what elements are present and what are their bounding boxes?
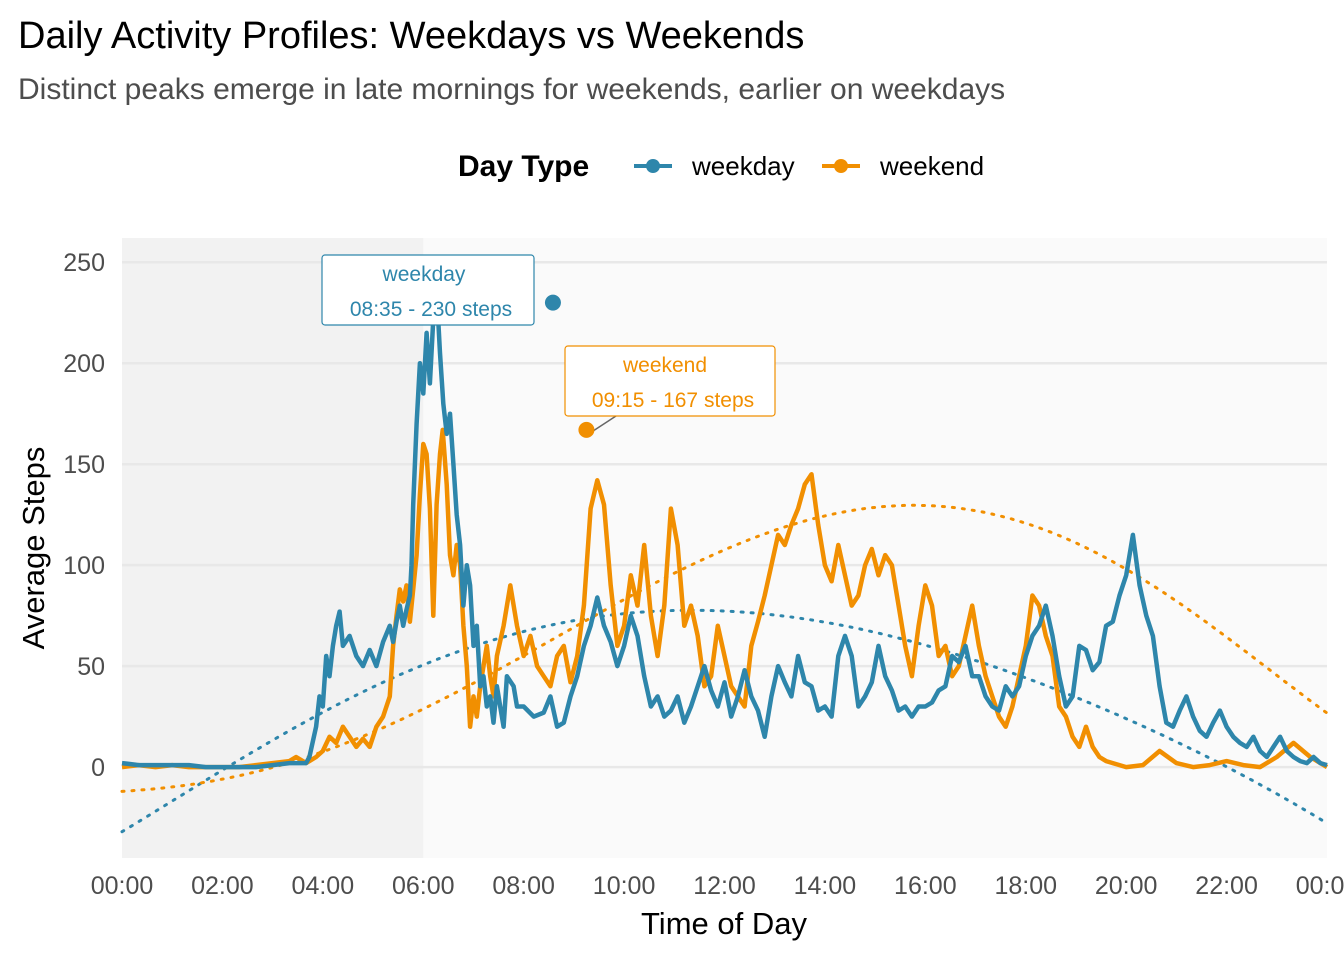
legend-label-weekday: weekday: [691, 151, 795, 181]
x-axis-title: Time of Day: [641, 906, 807, 941]
x-tick-label: 20:00: [1095, 872, 1158, 900]
annotation-weekend: weekend 09:15 - 167 steps: [564, 345, 776, 438]
legend-item-weekday: weekday: [634, 151, 795, 181]
series-line-weekday: [121, 300, 1328, 770]
y-tick-label: 200: [63, 350, 105, 378]
x-tick-label: 10:00: [593, 872, 656, 900]
legend-item-weekend: weekend: [822, 151, 984, 181]
x-tick-label: 16:00: [894, 872, 957, 900]
chart-title: Daily Activity Profiles: Weekdays vs Wee…: [18, 15, 804, 57]
annotation-weekday: weekday 08:35 - 230 steps: [321, 254, 561, 326]
trend-line-weekday: [120, 608, 1329, 834]
annotation-box-weekday: [321, 254, 535, 326]
series-line-weekend: [121, 427, 1329, 770]
annotation-weekday-detail: 08:35 - 230 steps: [350, 298, 512, 321]
x-tick-label: 12:00: [693, 872, 756, 900]
y-axis-ticks: 0 50 100 150 200 250: [63, 249, 105, 782]
x-axis-ticks: 00:00 02:00 04:00 06:00 08:00 10:00 12:00 14:00…: [91, 872, 1344, 900]
peak-point-weekday: [544, 294, 561, 311]
y-axis-title: Average Steps: [16, 447, 51, 650]
y-tick-label: 150: [63, 451, 105, 479]
y-tick-label: 250: [63, 249, 105, 277]
x-tick-label: 02:00: [191, 872, 254, 900]
annotation-weekday-series: weekday: [382, 263, 466, 286]
y-tick-label: 50: [77, 653, 105, 681]
legend-label-weekend: weekend: [879, 151, 984, 181]
legend-key-weekend-dot: [834, 159, 848, 173]
x-tick-label: 14:00: [794, 872, 857, 900]
legend: Day Type weekday weekend: [458, 150, 984, 183]
x-tick-label: 08:00: [492, 872, 555, 900]
x-tick-label: 18:00: [994, 872, 1057, 900]
x-tick-label: 04:00: [292, 872, 355, 900]
chart-subtitle: Distinct peaks emerge in late mornings f…: [18, 73, 1005, 106]
annotation-weekend-series: weekend: [622, 354, 707, 377]
peak-point-weekend: [578, 421, 595, 438]
legend-key-weekday-dot: [646, 159, 660, 173]
y-tick-label: 0: [91, 754, 105, 782]
x-tick-label: 22:00: [1195, 872, 1258, 900]
x-tick-label: 06:00: [392, 872, 455, 900]
annotation-box-weekend: [564, 345, 776, 417]
early-hours-band: [122, 238, 424, 858]
x-tick-label: 00:00: [1296, 872, 1344, 900]
annotation-weekend-detail: 09:15 - 167 steps: [592, 389, 754, 412]
y-tick-label: 100: [63, 552, 105, 580]
legend-title: Day Type: [458, 150, 589, 183]
x-tick-label: 00:00: [91, 872, 154, 900]
